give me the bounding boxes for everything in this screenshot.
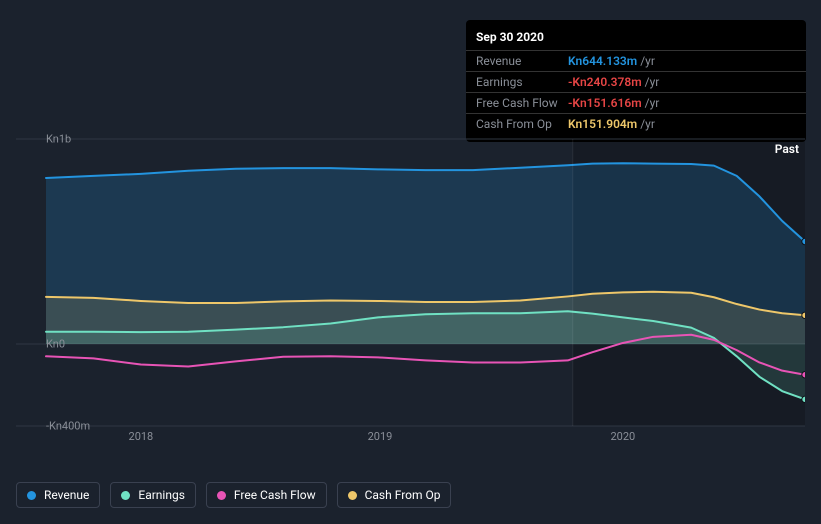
tooltip-row: Free Cash Flow-Kn151.616m/yr	[466, 93, 806, 114]
past-label: Past	[775, 142, 799, 156]
tooltip-metric-label: Revenue	[476, 54, 568, 68]
legend-item-cashop[interactable]: Cash From Op	[337, 482, 452, 508]
legend-label: Cash From Op	[365, 488, 441, 502]
legend-item-fcf[interactable]: Free Cash Flow	[206, 482, 327, 508]
tooltip-metric-suffix: /yr	[640, 54, 655, 68]
legend-label: Earnings	[138, 488, 185, 502]
tooltip-metric-value: -Kn151.616m	[568, 96, 642, 110]
legend-item-earnings[interactable]: Earnings	[110, 482, 196, 508]
x-axis-tick: 2018	[129, 430, 154, 443]
legend-label: Revenue	[44, 488, 89, 502]
x-axis-tick: 2019	[368, 430, 393, 443]
tooltip-metric-label: Earnings	[476, 75, 568, 89]
tooltip-metric-suffix: /yr	[645, 96, 660, 110]
tooltip-metric-suffix: /yr	[645, 75, 660, 89]
legend-dot-icon	[217, 491, 226, 500]
tooltip-metric-label: Free Cash Flow	[476, 96, 568, 110]
tooltip-row: Earnings-Kn240.378m/yr	[466, 72, 806, 93]
tooltip-metric-value: -Kn240.378m	[568, 75, 642, 89]
chart-canvas: Past	[16, 125, 805, 440]
legend-dot-icon	[121, 491, 130, 500]
tooltip-date: Sep 30 2020	[466, 28, 806, 51]
tooltip-row: RevenueKn644.133m/yr	[466, 51, 806, 72]
legend-item-revenue[interactable]: Revenue	[16, 482, 100, 508]
x-axis-tick: 2020	[610, 430, 635, 443]
data-tooltip: Sep 30 2020 RevenueKn644.133m/yrEarnings…	[466, 20, 806, 142]
legend-dot-icon	[348, 491, 357, 500]
legend-dot-icon	[27, 491, 36, 500]
tooltip-metric-value: Kn644.133m	[568, 54, 637, 68]
chart-legend: Revenue Earnings Free Cash Flow Cash From O…	[16, 482, 451, 508]
financials-chart: Past Kn1bKn0-Kn400m 201820192020	[16, 125, 805, 465]
legend-label: Free Cash Flow	[234, 488, 316, 502]
